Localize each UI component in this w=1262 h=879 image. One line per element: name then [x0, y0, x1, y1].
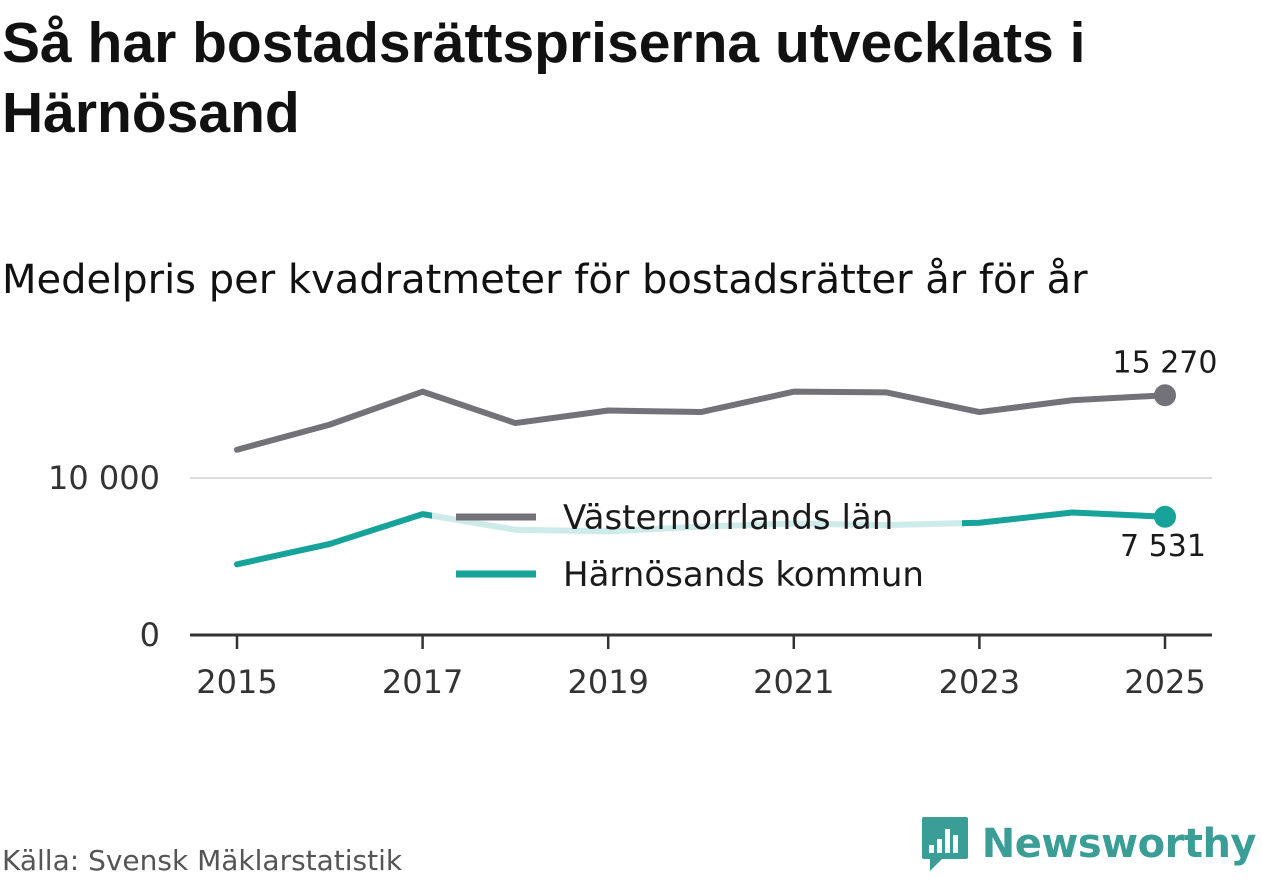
y-tick-label: 0: [140, 616, 160, 654]
series-end-point: [1154, 505, 1176, 528]
legend: Västernorrlands län Härnösands kommun: [456, 498, 924, 595]
series-lines: [234, 384, 1176, 568]
newsworthy-logo: Newsworthy: [920, 815, 1257, 873]
series-line: [234, 388, 1168, 453]
legend-label: Härnösands kommun: [563, 555, 924, 595]
y-tick-labels: 0 10 000: [48, 459, 160, 654]
brand-name: Newsworthy: [981, 821, 1257, 867]
legend-backdrop: [432, 500, 962, 545]
chart-subtitle: Medelpris per kvadratmeter för bostadsrä…: [2, 257, 1088, 303]
y-tick-label: 10 000: [48, 459, 160, 497]
series-end-point: [1154, 384, 1176, 407]
source-note: Källa: Svensk Mäklarstatistik: [2, 844, 403, 877]
x-tick-label: 2017: [382, 663, 463, 701]
x-tick-label: 2019: [567, 663, 648, 701]
legend-label: Västernorrlands län: [563, 498, 893, 538]
x-tick-label: 2023: [939, 663, 1020, 701]
end-label-kommun: 7 531: [1120, 529, 1206, 564]
x-tick-label: 2015: [196, 663, 277, 701]
end-labels: 15 270 7 531: [1113, 345, 1218, 564]
newsworthy-icon: [921, 817, 968, 871]
x-axis: 2015 2017 2019 2021 2023 2025: [190, 633, 1212, 701]
chart-title: Så har bostadsrättspriserna utvecklats i…: [2, 11, 1086, 145]
x-tick-label: 2025: [1124, 663, 1205, 701]
x-tick-label: 2021: [753, 663, 834, 701]
end-label-lan: 15 270: [1113, 345, 1218, 380]
